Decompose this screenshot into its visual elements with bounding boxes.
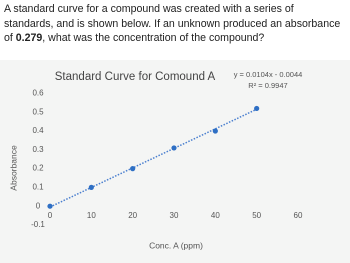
x-tick-label: 0 (48, 211, 53, 220)
y-tick-label: 0.4 (32, 126, 44, 135)
data-point (47, 203, 53, 209)
x-axis-label: Conc. A (ppm) (149, 240, 203, 250)
y-axis-label: Absorbance (8, 145, 18, 191)
y-tick-label: 0.5 (32, 107, 44, 116)
question-text: A standard curve for a compound was crea… (4, 3, 341, 44)
data-point (88, 184, 94, 190)
y-tick-label: -0.1 (31, 220, 45, 229)
x-tick-label: 60 (294, 211, 303, 220)
x-tick-label: 40 (211, 211, 220, 220)
chart-background (0, 60, 350, 263)
x-tick-label: 10 (87, 211, 96, 220)
y-tick-label: 0.2 (32, 164, 44, 173)
x-tick-label: 50 (252, 211, 261, 220)
chart-title: Standard Curve for Comound A (55, 71, 216, 83)
y-tick-label: 0.6 (32, 89, 44, 98)
trendline-equation: y = 0.0104x - 0.0044 (234, 70, 303, 79)
trendline-r2: R² = 0.9947 (248, 81, 287, 90)
data-point (171, 145, 177, 151)
data-point (212, 128, 218, 134)
x-tick-label: 20 (128, 211, 137, 220)
question: A standard curve for a compound was crea… (4, 2, 346, 46)
data-point (254, 105, 260, 112)
trendline (49, 108, 257, 208)
y-tick-label: 0.1 (32, 183, 44, 192)
y-tick-label: 0 (36, 201, 41, 210)
x-tick-label: 30 (170, 211, 179, 220)
question-bold: 0.279 (15, 32, 43, 44)
data-point (130, 166, 136, 172)
y-tick-label: 0.3 (32, 145, 44, 154)
question-text: , what was the concentration of the comp… (42, 32, 265, 44)
